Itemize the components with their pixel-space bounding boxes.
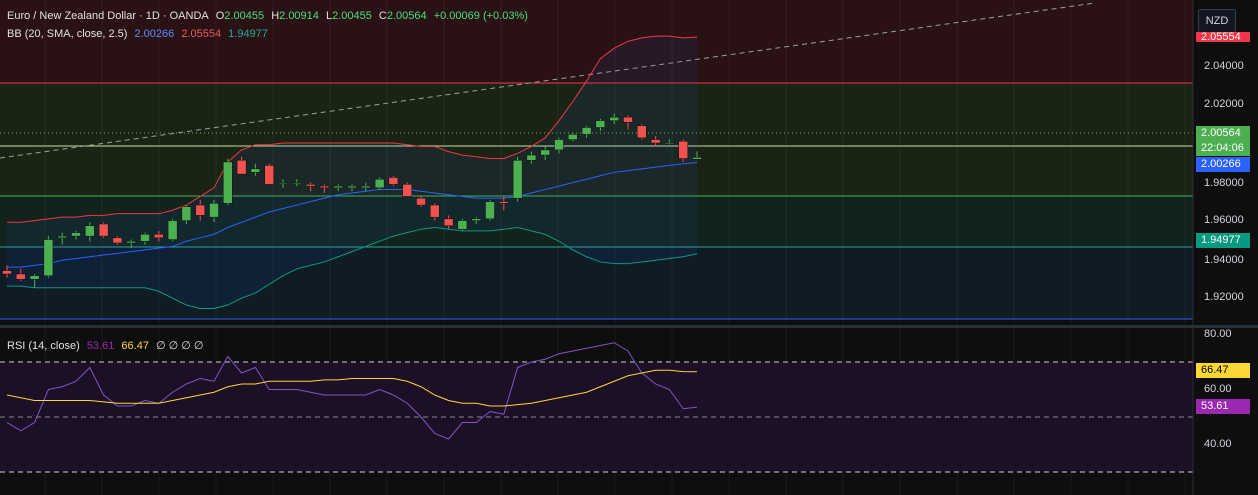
rsi-label: RSI (14, close) xyxy=(7,340,80,352)
candle-body xyxy=(209,203,219,218)
rsi-header: RSI (14, close) 53.61 66.47 ∅ ∅ ∅ ∅ xyxy=(7,339,208,352)
lower-band-zone xyxy=(0,247,1193,319)
candle-body xyxy=(85,225,95,237)
candle-body xyxy=(126,241,136,244)
rsi-line xyxy=(6,342,698,440)
candle-body xyxy=(223,161,233,204)
candle-body xyxy=(485,201,495,220)
ohlc-low: L2.00455 xyxy=(325,10,372,22)
bb-upper-price-tag: 2.05554 xyxy=(1196,32,1250,42)
candle-body xyxy=(402,184,412,197)
symbol-header: Euro / New Zealand Dollar · 1D · OANDA O… xyxy=(7,10,532,22)
candle-body xyxy=(167,220,178,240)
candle-body xyxy=(57,235,67,239)
candle-body xyxy=(623,116,633,123)
bb-lower-value: 1.94977 xyxy=(228,28,268,40)
candle-body xyxy=(526,154,537,161)
price-tick: 1.94000 xyxy=(1204,254,1244,266)
rsi-ma-line xyxy=(6,369,698,407)
candle-body xyxy=(236,160,247,175)
candle-body xyxy=(416,197,426,206)
candle-body xyxy=(278,182,288,184)
candle-body xyxy=(98,223,109,237)
candle-body xyxy=(609,116,619,121)
candle-body xyxy=(430,204,440,218)
bb-basis-price-tag: 2.00266 xyxy=(1196,157,1250,172)
bb-label: BB (20, SMA, close, 2.5) xyxy=(7,28,128,40)
rsi-tick: 60.00 xyxy=(1204,383,1232,395)
candle-body xyxy=(388,177,399,185)
candle-body xyxy=(140,234,150,242)
candle-body xyxy=(457,220,468,230)
price-tick: 2.02000 xyxy=(1204,98,1244,110)
candle-body xyxy=(195,204,205,216)
last-price-tag: 2.00564 xyxy=(1196,126,1250,141)
candle-body xyxy=(678,141,688,159)
candle-body xyxy=(692,157,702,160)
candle-body xyxy=(264,165,274,185)
candle-body xyxy=(29,275,40,280)
candle-body xyxy=(650,139,661,144)
rsi-ma-value: 66.47 xyxy=(121,340,149,352)
bb-upper-line xyxy=(7,35,698,223)
candle-body xyxy=(664,142,675,145)
candle-body xyxy=(71,232,81,237)
candle-body xyxy=(250,168,261,173)
candle-body xyxy=(181,206,192,221)
ohlc-change: +0.00069 (+0.03%) xyxy=(433,10,528,22)
price-tick: 1.96000 xyxy=(1204,214,1244,226)
ohlc-open: O2.00455 xyxy=(215,10,265,22)
bb-lower-price-tag: 1.94977 xyxy=(1196,233,1250,248)
candle-body xyxy=(2,270,12,275)
candle-body xyxy=(499,201,509,204)
countdown-tag: 22:04:06 xyxy=(1196,141,1250,156)
bb-basis-line xyxy=(7,162,698,268)
bb-basis-value: 2.00266 xyxy=(134,28,175,40)
candle-body xyxy=(374,179,385,189)
candle-body xyxy=(347,185,357,189)
candle-body xyxy=(540,149,550,156)
candle-body xyxy=(637,125,647,139)
candle-body xyxy=(319,185,330,189)
currency-selector-button[interactable]: NZD xyxy=(1198,9,1236,33)
rsi-extras: ∅ ∅ ∅ ∅ xyxy=(156,340,204,352)
candle-body xyxy=(512,160,523,199)
bb-header: BB (20, SMA, close, 2.5) 2.00266 2.05554… xyxy=(7,28,272,40)
candle-body xyxy=(154,234,164,239)
rsi-value: 53.61 xyxy=(86,340,115,352)
candle-body xyxy=(43,239,54,276)
candle-body xyxy=(361,185,371,189)
candle-body xyxy=(554,139,564,151)
price-tick: 1.98000 xyxy=(1204,177,1244,189)
candle-body xyxy=(333,185,343,189)
symbol-title: Euro / New Zealand Dollar · 1D · OANDA xyxy=(7,10,209,22)
candle-body xyxy=(112,237,123,244)
rsi-tag: 53.61 xyxy=(1196,399,1250,414)
upper-band-zone xyxy=(0,0,1193,83)
price-tick: 1.92000 xyxy=(1204,291,1244,303)
bb-fill xyxy=(7,36,697,309)
bb-upper-value: 2.05554 xyxy=(181,28,222,40)
candle-body xyxy=(568,134,578,140)
ohlc-high: H2.00914 xyxy=(271,10,319,22)
candle-body xyxy=(471,218,481,221)
rsi-tick: 80.00 xyxy=(1204,328,1232,340)
candle-body xyxy=(16,273,26,280)
bb-lower-line xyxy=(7,226,698,309)
candle-body xyxy=(292,182,302,184)
rsi-tick: 40.00 xyxy=(1204,438,1232,450)
candle-body xyxy=(581,127,592,135)
trend-line xyxy=(0,2,1096,159)
candle-body xyxy=(305,184,316,187)
pane-separator xyxy=(0,325,1258,328)
price-tick: 2.04000 xyxy=(1204,60,1244,72)
rsi-ma-tag: 66.47 xyxy=(1196,363,1250,378)
candle-body xyxy=(595,120,606,128)
ohlc-close: C2.00564 xyxy=(378,10,427,22)
candle-body xyxy=(443,218,454,226)
